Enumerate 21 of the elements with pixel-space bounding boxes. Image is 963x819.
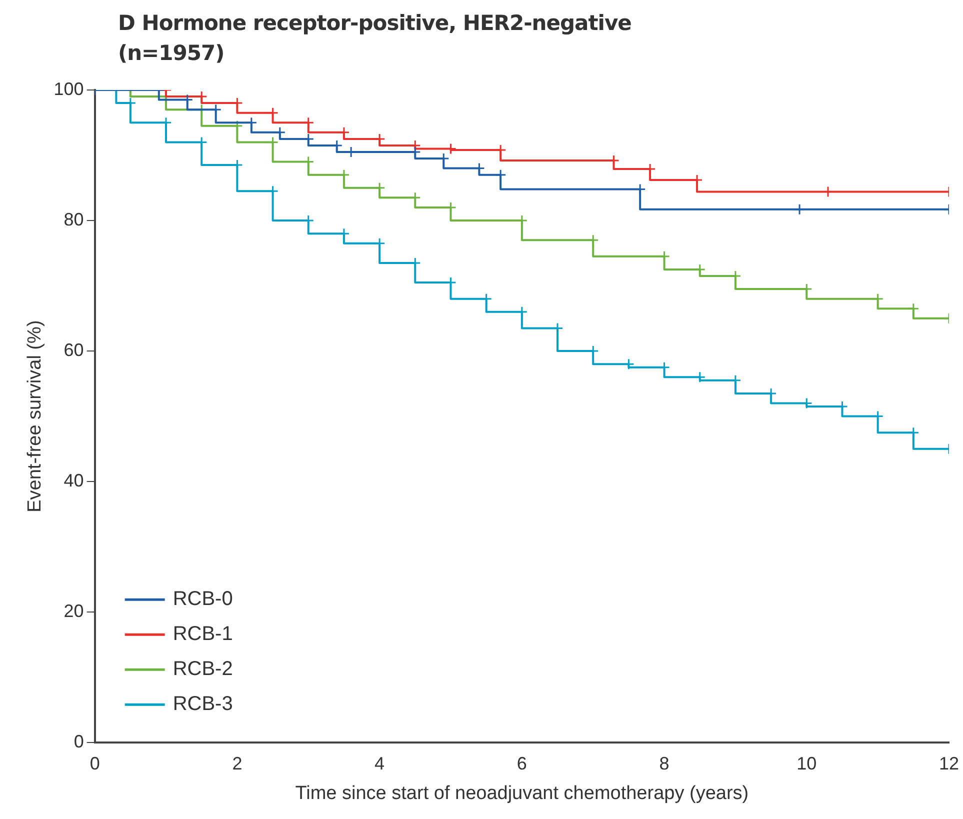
y-axis-title: Event-free survival (%) bbox=[24, 320, 46, 512]
x-axis-title: Time since start of neoadjuvant chemotherapy (years) bbox=[295, 782, 749, 804]
x-tick-label: 6 bbox=[516, 753, 527, 774]
y-tick-label: 100 bbox=[54, 78, 84, 99]
x-tick-label: 0 bbox=[90, 753, 100, 774]
x-tick-label: 12 bbox=[938, 753, 960, 774]
legend-label: RCB-3 bbox=[172, 693, 233, 716]
y-tick-label: 60 bbox=[64, 340, 84, 360]
y-tick-label: 80 bbox=[64, 209, 84, 230]
x-tick-label: 8 bbox=[659, 753, 670, 774]
chart-subtitle: (n=1957) bbox=[118, 40, 226, 67]
y-tick-label: 20 bbox=[64, 601, 84, 622]
legend-label: RCB-1 bbox=[172, 623, 233, 646]
y-tick-label: 0 bbox=[74, 732, 84, 752]
x-tick-label: 4 bbox=[374, 753, 385, 774]
x-tick-label: 2 bbox=[232, 753, 242, 774]
legend-label: RCB-2 bbox=[172, 658, 233, 680]
legend-label: RCB-0 bbox=[172, 588, 233, 610]
x-tick-label: 10 bbox=[796, 753, 817, 774]
chart-title: D Hormone receptor-positive, HER2-negative bbox=[118, 10, 632, 37]
y-tick-label: 40 bbox=[64, 470, 84, 491]
